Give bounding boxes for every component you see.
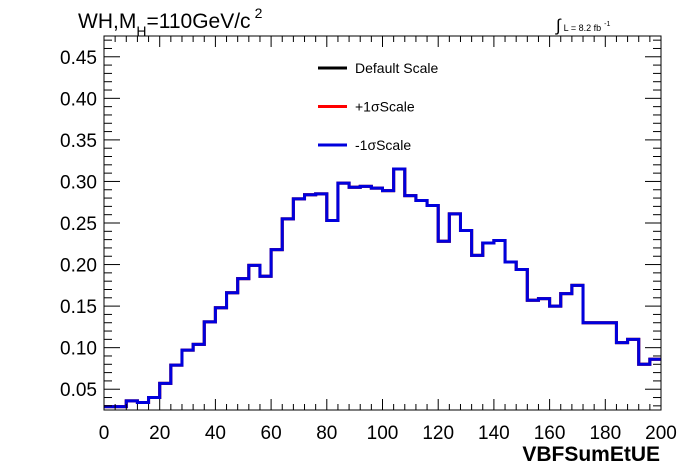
- lumi-integral: ∫: [555, 16, 562, 35]
- legend-label-1: +1σScale: [355, 99, 415, 115]
- x-tick-label: 0: [99, 423, 110, 444]
- y-tick-label: 0.40: [60, 89, 97, 110]
- y-tick-label: 0.10: [60, 339, 97, 360]
- x-tick-label: 120: [422, 423, 454, 444]
- title-subscript: H: [136, 23, 146, 39]
- title-rest: =110GeV/c: [146, 10, 250, 33]
- y-tick-label: 0.20: [60, 256, 97, 277]
- y-tick-label: 0.05: [60, 380, 97, 401]
- x-tick-label: 20: [149, 423, 170, 444]
- y-tick-label: 0.25: [60, 214, 97, 235]
- legend-label-2: -1σScale: [355, 137, 411, 153]
- x-tick-label: 80: [316, 423, 337, 444]
- title-superscript: 2: [255, 5, 263, 21]
- series-layer: [104, 167, 661, 409]
- x-tick-label: 140: [478, 423, 510, 444]
- axes-layer: 0 20 40 60 80 100 120 140 160 180 200 0.05 0.10 0.15 0…: [60, 35, 677, 444]
- lumi-superscript: -1: [604, 21, 610, 28]
- legend: Default Scale +1σScale -1σScale: [318, 60, 438, 153]
- x-axis-label: VBFSumEtUE: [522, 443, 660, 466]
- series-line-2: [104, 167, 661, 409]
- y-tick-label: 0.15: [60, 297, 97, 318]
- x-tick-label: 200: [645, 423, 677, 444]
- lumi-label: ∫ L = 8.2 fb -1: [555, 16, 610, 35]
- x-tick-label: 180: [589, 423, 621, 444]
- title-main: WH,M: [78, 10, 136, 33]
- y-tick-label: 0.30: [60, 172, 97, 193]
- x-tick-label: 160: [534, 423, 566, 444]
- x-tick-label: 100: [367, 423, 399, 444]
- y-tick-label: 0.35: [60, 131, 97, 152]
- x-tick-label: 60: [261, 423, 282, 444]
- lumi-text: L = 8.2 fb: [564, 23, 601, 33]
- chart-title: WH,MH=110GeV/c 2: [78, 5, 263, 39]
- legend-label-0: Default Scale: [355, 60, 438, 76]
- y-tick-label: 0.45: [60, 48, 97, 69]
- x-tick-label: 40: [205, 423, 226, 444]
